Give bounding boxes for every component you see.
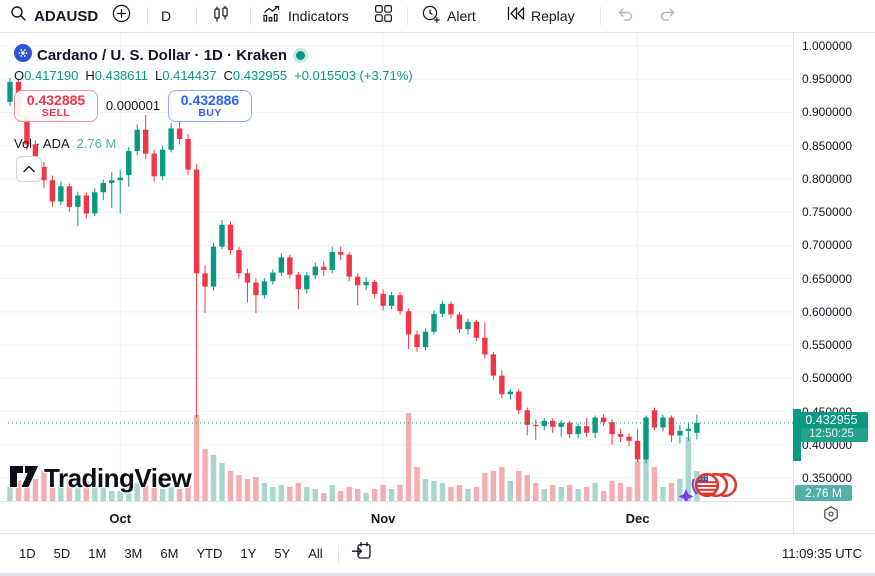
symbol-name: ADAUSD [34,7,99,25]
edge-candle [793,409,801,461]
replay-button[interactable]: Replay [506,0,575,32]
price-axis[interactable]: 1.000000 0.950000 0.900000 0.850000 0.800000… [793,33,875,533]
price-axis-label: 1.000000 [802,39,853,53]
chart-legend: Cardano / U. S. Dollar · 1D · Kraken [14,44,306,67]
buy-button[interactable]: 0.432886 BUY [168,90,252,122]
undo-icon [616,6,635,27]
search-icon [10,5,27,27]
toolbar-separator [337,544,339,563]
volume-legend: Vol · ADA 2.76 M [14,136,116,151]
replay-rewind-icon [506,5,525,27]
indicators-button[interactable]: Indicators [262,0,349,32]
toolbar-separator [600,7,601,25]
tradingview-watermark[interactable]: TradingView [8,462,192,495]
compare-button[interactable] [112,0,131,32]
range-5y[interactable]: 5Y [274,546,291,561]
sell-label: SELL [41,106,71,119]
open-value: O0.417190 [14,68,79,83]
bar-countdown: 12:50:25 [795,428,868,442]
timezone-clock[interactable]: 11:09:35 UTC [782,546,862,561]
collapse-pane-button[interactable] [16,156,42,182]
chart-style-button[interactable] [212,0,230,32]
chevron-up-icon [23,160,35,178]
watermark-text: TradingView [44,463,192,493]
time-axis-label: Oct [109,511,132,526]
undo-button[interactable] [616,0,635,32]
pane-settings-button[interactable] [822,505,840,528]
sell-button[interactable]: 0.432885 SELL [14,90,98,122]
low-value: L0.414437 [155,68,217,83]
last-price-value: 0.432955 [795,412,868,428]
price-axis-label: 0.800000 [802,171,853,186]
tradingview-logo-icon [8,462,40,495]
candlestick-chart[interactable] [0,0,875,533]
price-axis-label: 0.850000 [802,138,853,153]
gear-icon [822,506,840,527]
range-1y[interactable]: 1Y [240,546,257,561]
toolbar-separator [407,7,408,25]
price-axis-label: 0.950000 [802,72,853,87]
time-axis-label: Dec [625,511,650,526]
goto-date-button[interactable] [345,541,378,566]
volume-value: 2.76 M [76,136,117,151]
indicators-icon [262,5,282,28]
change-value: +0.015503 (+3.71%) [294,68,413,83]
price-axis-label: 0.600000 [802,304,853,319]
layout-button[interactable] [374,0,393,32]
buy-price: 0.432886 [180,92,240,109]
volume-label: Vol · ADA [14,136,70,151]
symbol-title: Cardano / U. S. Dollar · 1D · Kraken [37,47,288,64]
price-axis-label: 0.700000 [802,238,853,253]
interval-label: D [161,8,172,24]
time-axis-label: Nov [370,511,396,526]
toolbar-separator [196,7,197,25]
range-1m[interactable]: 1M [88,546,107,561]
close-value: C0.432955 [223,68,288,83]
alert-label: Alert [447,8,476,24]
compare-plus-icon [112,4,131,28]
last-price-badge: 0.432955 12:50:25 [795,412,868,442]
range-all[interactable]: All [308,546,323,561]
range-6m[interactable]: 6M [160,546,179,561]
layout-grid-icon [374,4,393,28]
alert-clock-icon [421,4,441,29]
economic-events-icon[interactable] [676,466,740,513]
time-axis[interactable]: Oct Nov Dec [0,501,875,533]
range-3m[interactable]: 3M [124,546,143,561]
window-edge [0,573,875,576]
price-axis-label: 0.650000 [802,271,853,286]
range-1d[interactable]: 1D [19,546,36,561]
redo-icon [658,6,677,27]
alert-button[interactable]: Alert [421,0,476,32]
symbol-search-button[interactable]: ADAUSD [10,0,98,32]
buy-label: BUY [198,106,222,119]
top-toolbar: ADAUSD D Indicators [0,0,875,33]
replay-label: Replay [531,8,575,24]
ohlc-row: O0.417190 H0.438611 L0.414437 C0.432955 … [14,68,413,83]
high-value: H0.438611 [85,68,149,83]
indicators-label: Indicators [288,8,349,24]
price-axis-label: 0.550000 [802,338,853,353]
interval-button[interactable]: D [161,0,171,32]
market-status-dot[interactable] [296,51,306,60]
candlestick-style-icon [212,5,230,28]
sell-price: 0.432885 [26,92,86,109]
range-ytd[interactable]: YTD [196,546,223,561]
range-5d[interactable]: 5D [53,546,71,561]
price-axis-label: 0.500000 [802,371,853,386]
price-axis-label: 0.750000 [802,205,853,220]
toolbar-separator [147,7,148,25]
price-axis-label: 0.900000 [802,105,853,120]
goto-date-icon [351,541,372,566]
price-axis-label: 0.350000 [802,470,853,485]
volume-axis-badge: 2.76 M [795,485,852,501]
cardano-logo [14,44,32,67]
redo-button[interactable] [658,0,677,32]
bottom-toolbar: 1D 5D 1M 3M 6M YTD 1Y 5Y All 11:09:35 UT… [0,533,875,573]
spread-value: 0.000001 [105,98,161,113]
trade-buttons: 0.432885 SELL 0.000001 0.432886 BUY [14,90,252,122]
toolbar-separator [250,7,251,25]
